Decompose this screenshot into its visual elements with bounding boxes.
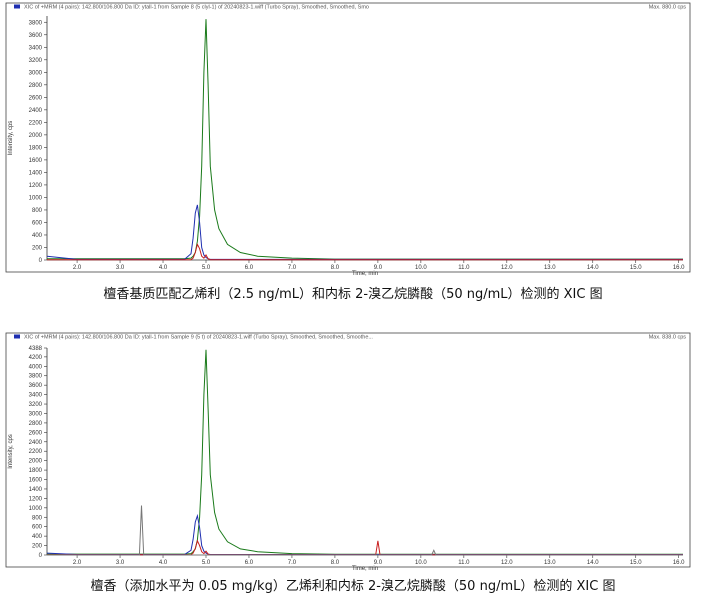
series-line bbox=[46, 204, 683, 260]
y-tick-label: 3200 bbox=[29, 402, 43, 408]
x-tick-label: 5.0 bbox=[202, 265, 211, 271]
x-tick-label: 10.0 bbox=[415, 265, 427, 271]
y-tick-label: 400 bbox=[32, 233, 43, 239]
x-tick-label: 2.0 bbox=[73, 265, 82, 271]
y-tick-label: 3800 bbox=[29, 374, 43, 380]
y-tick-label: 1200 bbox=[29, 183, 43, 189]
y-tick-label: 200 bbox=[32, 245, 43, 251]
series-line bbox=[47, 243, 683, 261]
x-tick-label: 15.0 bbox=[630, 265, 642, 271]
y-tick-label: 2200 bbox=[29, 120, 43, 126]
y-tick-label: 3000 bbox=[29, 411, 43, 417]
x-tick-label: 11.0 bbox=[458, 560, 470, 566]
y-tick-label: 1400 bbox=[29, 170, 43, 176]
y-tick-label: 4388 bbox=[29, 346, 43, 352]
panel-frame bbox=[5, 332, 691, 568]
x-tick-label: 3.0 bbox=[116, 265, 125, 271]
x-tick-label: 9.0 bbox=[374, 560, 383, 566]
y-tick-label: 800 bbox=[32, 208, 43, 214]
max-label: Max. 880.0 cps bbox=[649, 5, 687, 11]
caption: 檀香基质匹配乙烯利（2.5 ng/mL）和内标 2-溴乙烷膦酸（50 ng/mL… bbox=[103, 286, 602, 302]
y-tick-label: 2800 bbox=[29, 83, 43, 89]
y-tick-label: 4200 bbox=[29, 355, 43, 361]
caption: 檀香（添加水平为 0.05 mg/kg）乙烯利和内标 2-溴乙烷膦酸（50 ng… bbox=[91, 578, 616, 594]
y-axis-label: Intensity, cps bbox=[8, 121, 14, 156]
y-tick-label: 0 bbox=[39, 553, 43, 559]
y-tick-label: 400 bbox=[32, 534, 43, 540]
y-tick-label: 2600 bbox=[29, 430, 43, 436]
y-tick-label: 1800 bbox=[29, 145, 43, 151]
y-tick-label: 1600 bbox=[29, 158, 43, 164]
x-tick-label: 2.0 bbox=[73, 560, 82, 566]
y-tick-label: 200 bbox=[32, 544, 43, 550]
y-tick-label: 600 bbox=[32, 220, 43, 226]
y-tick-label: 2200 bbox=[29, 449, 43, 455]
x-tick-label: 6.0 bbox=[245, 265, 254, 271]
x-tick-label: 12.0 bbox=[501, 560, 513, 566]
x-tick-label: 8.0 bbox=[331, 560, 340, 566]
chart-title: XIC of +MRM (4 pairs): 142.800/106.800 D… bbox=[24, 5, 369, 11]
y-tick-label: 800 bbox=[32, 515, 43, 521]
x-tick-label: 16.0 bbox=[673, 265, 685, 271]
x-tick-label: 14.0 bbox=[587, 265, 599, 271]
y-tick-label: 1800 bbox=[29, 468, 43, 474]
y-tick-label: 2600 bbox=[29, 95, 43, 101]
series-line bbox=[47, 19, 683, 260]
x-tick-label: 13.0 bbox=[544, 265, 556, 271]
y-tick-label: 1400 bbox=[29, 487, 43, 493]
x-tick-label: 13.0 bbox=[544, 560, 556, 566]
y-tick-label: 3600 bbox=[29, 33, 43, 39]
x-tick-label: 6.0 bbox=[245, 560, 254, 566]
x-tick-label: 5.0 bbox=[202, 560, 211, 566]
x-tick-label: 7.0 bbox=[288, 265, 297, 271]
x-tick-label: 4.0 bbox=[159, 560, 168, 566]
x-tick-label: 7.0 bbox=[288, 560, 297, 566]
y-tick-label: 1000 bbox=[29, 195, 43, 201]
y-tick-label: 3200 bbox=[29, 58, 43, 64]
x-tick-label: 10.0 bbox=[415, 560, 427, 566]
y-tick-label: 2400 bbox=[29, 108, 43, 114]
x-tick-label: 3.0 bbox=[116, 560, 125, 566]
y-tick-label: 1000 bbox=[29, 506, 43, 512]
y-tick-label: 3600 bbox=[29, 383, 43, 389]
y-tick-label: 4000 bbox=[29, 364, 43, 370]
series-line bbox=[47, 505, 683, 556]
header-icon bbox=[14, 334, 20, 339]
y-tick-label: 600 bbox=[32, 525, 43, 531]
max-label: Max. 838.0 cps bbox=[649, 335, 687, 341]
x-tick-label: 4.0 bbox=[159, 265, 168, 271]
x-tick-label: 16.0 bbox=[673, 560, 685, 566]
y-tick-label: 1600 bbox=[29, 478, 43, 484]
x-tick-label: 15.0 bbox=[630, 560, 642, 566]
y-tick-label: 1200 bbox=[29, 496, 43, 502]
y-tick-label: 2400 bbox=[29, 440, 43, 446]
y-tick-label: 2800 bbox=[29, 421, 43, 427]
x-tick-label: 14.0 bbox=[587, 560, 599, 566]
header-icon bbox=[14, 4, 20, 9]
y-tick-label: 3800 bbox=[29, 20, 43, 26]
y-tick-label: 3400 bbox=[29, 393, 43, 399]
y-tick-label: 2000 bbox=[29, 459, 43, 465]
y-tick-label: 3000 bbox=[29, 70, 43, 76]
x-axis-label: Time, min bbox=[352, 271, 378, 277]
x-tick-label: 9.0 bbox=[374, 265, 383, 271]
series-line bbox=[47, 539, 683, 556]
panel-frame bbox=[5, 2, 691, 273]
y-axis-label: Intensity, cps bbox=[8, 434, 14, 469]
x-tick-label: 8.0 bbox=[331, 265, 340, 271]
y-tick-label: 2000 bbox=[29, 133, 43, 139]
x-tick-label: 11.0 bbox=[458, 265, 470, 271]
x-tick-label: 12.0 bbox=[501, 265, 513, 271]
chart-title: XIC of +MRM (4 pairs): 142.800/106.800 D… bbox=[24, 335, 373, 341]
x-axis-label: Time, min bbox=[352, 566, 378, 572]
y-tick-label: 0 bbox=[39, 258, 43, 264]
y-tick-label: 3400 bbox=[29, 45, 43, 51]
